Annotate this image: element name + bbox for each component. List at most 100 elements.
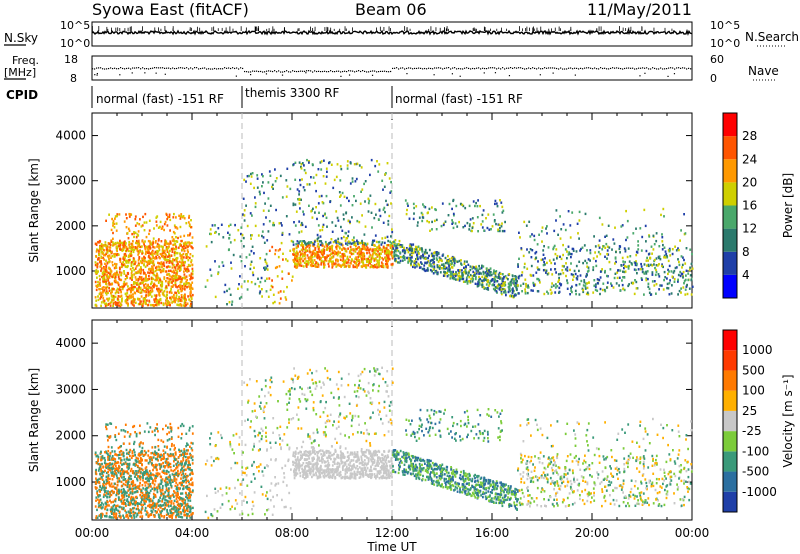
data-cell <box>396 248 398 252</box>
data-cell <box>663 215 665 218</box>
data-cell <box>147 259 150 263</box>
data-cell <box>465 280 468 283</box>
data-cell <box>365 243 367 247</box>
data-cell <box>369 262 371 265</box>
data-cell <box>494 286 497 289</box>
data-cell <box>294 255 297 259</box>
data-cell <box>414 251 417 254</box>
data-cell <box>222 236 225 239</box>
data-cell <box>413 260 416 263</box>
data-cell <box>106 261 109 264</box>
data-cell <box>419 266 422 269</box>
data-cell <box>388 257 391 261</box>
data-cell <box>576 275 579 278</box>
data-cell <box>166 255 169 258</box>
data-cell <box>250 172 252 176</box>
data-cell <box>474 282 477 285</box>
data-cell <box>458 220 460 224</box>
data-cell <box>606 245 609 248</box>
data-cell <box>471 274 474 278</box>
data-cell <box>98 250 100 253</box>
data-cell <box>298 202 301 205</box>
data-cell <box>299 240 302 243</box>
data-cell <box>152 260 155 263</box>
data-cell <box>149 498 152 501</box>
data-cell <box>172 284 175 287</box>
data-cell <box>479 277 481 281</box>
data-cell <box>339 179 342 182</box>
data-cell <box>647 259 649 262</box>
data-cell <box>292 240 295 244</box>
data-cell <box>494 289 496 292</box>
freq-dot <box>436 67 438 69</box>
data-cell <box>183 264 186 267</box>
data-cell <box>372 264 375 268</box>
data-cell <box>184 301 187 304</box>
data-cell <box>324 240 327 244</box>
data-cell <box>130 244 133 248</box>
data-cell <box>363 233 366 236</box>
data-cell <box>417 245 420 248</box>
data-cell <box>332 186 335 190</box>
data-cell <box>384 249 386 253</box>
data-cell <box>109 249 111 252</box>
data-cell <box>107 302 110 306</box>
data-cell <box>274 180 277 183</box>
data-cell <box>410 245 413 248</box>
data-cell <box>140 290 143 293</box>
data-cell <box>550 261 553 265</box>
cpid-segment-3: normal (fast) -151 RF <box>395 92 523 106</box>
freq-dot <box>348 70 350 72</box>
data-cell <box>301 178 303 181</box>
data-cell <box>376 160 378 163</box>
data-cell <box>500 225 503 228</box>
freq-dot <box>368 71 370 73</box>
data-cell <box>144 506 147 510</box>
data-cell <box>153 466 155 469</box>
freq-dot <box>286 70 288 72</box>
data-cell <box>502 277 505 280</box>
data-cell <box>338 264 341 267</box>
data-cell <box>562 253 564 257</box>
data-cell <box>410 249 413 253</box>
data-cell <box>305 246 307 250</box>
freq-dot <box>690 68 692 70</box>
data-cell <box>167 259 169 262</box>
nsky-tick-top: 10^5 <box>60 19 91 32</box>
data-cell <box>109 304 112 307</box>
data-cell <box>185 283 188 286</box>
data-cell <box>328 242 331 245</box>
data-cell <box>542 253 545 256</box>
data-cell <box>304 225 307 228</box>
data-cell <box>119 302 122 305</box>
freq-dot <box>166 67 168 69</box>
freq-dot <box>264 71 266 73</box>
data-cell <box>407 257 410 260</box>
data-cell <box>559 215 561 218</box>
data-cell <box>153 505 155 508</box>
data-cell <box>575 283 578 287</box>
data-cell <box>569 252 571 256</box>
data-cell <box>139 288 142 291</box>
data-cell <box>228 233 231 237</box>
data-cell <box>413 250 416 253</box>
data-cell <box>135 278 138 281</box>
data-cell <box>314 255 316 258</box>
data-cell <box>114 275 117 279</box>
data-cell <box>135 239 138 243</box>
data-cell <box>507 282 510 285</box>
data-cell <box>249 212 252 215</box>
data-cell <box>369 173 371 177</box>
data-cell <box>123 263 126 266</box>
data-cell <box>314 246 317 250</box>
data-cell <box>386 235 389 239</box>
data-cell <box>456 225 459 228</box>
data-cell <box>393 255 396 258</box>
freq-dot <box>428 67 430 69</box>
data-cell <box>96 264 99 268</box>
data-cell <box>268 249 271 252</box>
data-cell <box>271 245 274 249</box>
data-cell <box>281 270 284 273</box>
data-cell <box>157 498 160 502</box>
nave-dot <box>340 75 342 77</box>
